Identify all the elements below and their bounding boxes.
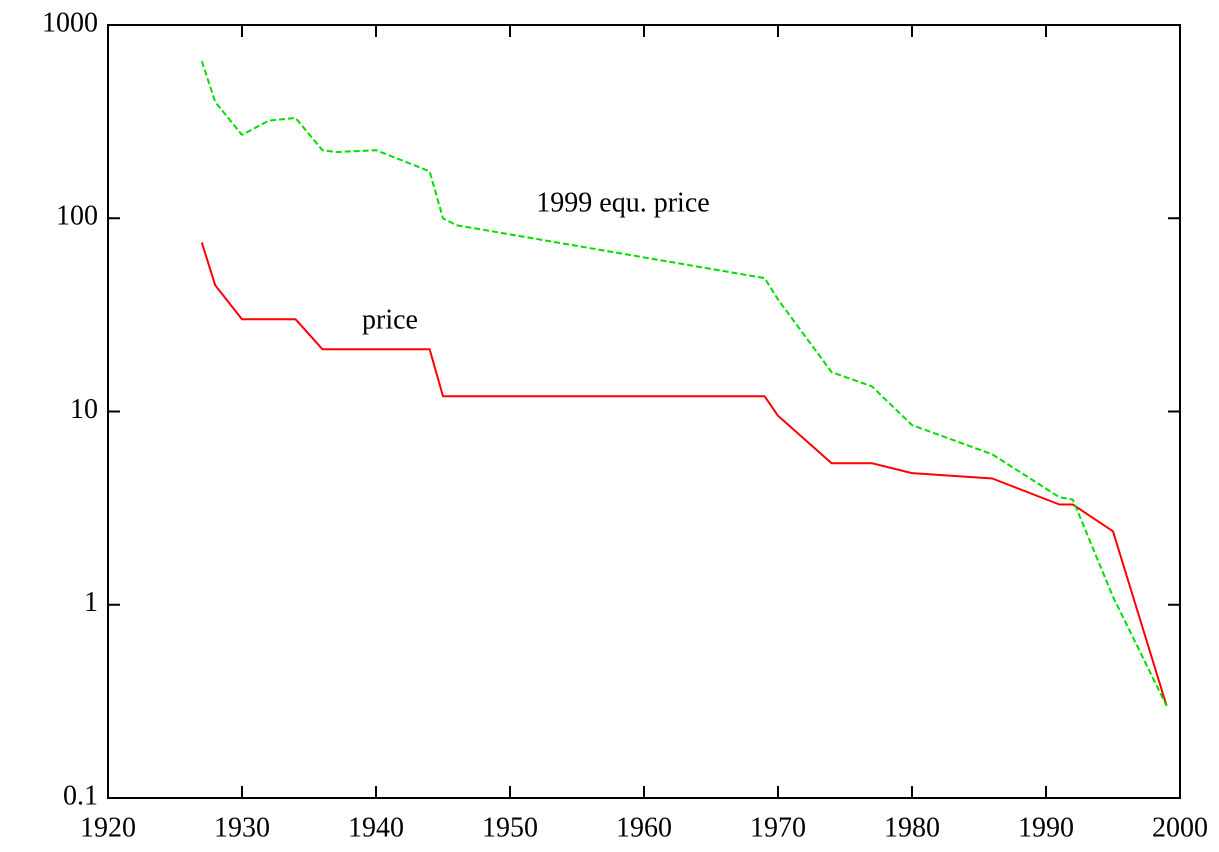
series-line <box>200 60 1168 707</box>
annotation: price <box>362 304 418 335</box>
y-tick-label: 1 <box>84 587 98 618</box>
plot-frame <box>107 24 1181 799</box>
x-tick-label: 1950 <box>482 812 538 843</box>
x-tick-label: 1970 <box>750 812 806 843</box>
x-tick-label: 1980 <box>884 812 940 843</box>
x-tick-label: 1930 <box>214 812 270 843</box>
annotation: 1999 equ. price <box>536 187 709 218</box>
x-tick-label: 1960 <box>616 812 672 843</box>
series-line <box>200 242 1168 707</box>
y-tick-label: 100 <box>56 201 98 232</box>
y-tick-label: 0.1 <box>63 780 98 811</box>
x-tick-label: 1990 <box>1018 812 1074 843</box>
x-tick-label: 1940 <box>348 812 404 843</box>
y-tick-label: 1000 <box>42 7 98 38</box>
x-tick-label: 2000 <box>1152 812 1208 843</box>
x-tick-label: 1920 <box>80 812 136 843</box>
y-tick-label: 10 <box>70 394 98 425</box>
